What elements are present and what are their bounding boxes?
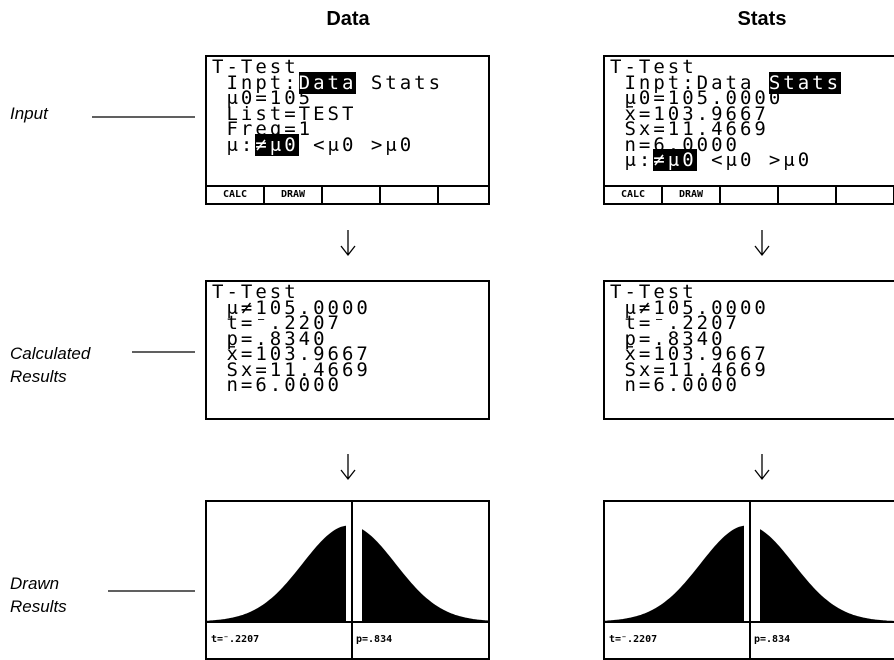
unshaded-region (346, 512, 362, 622)
calculator-screen: t=⁻.2207 p=.834 (603, 500, 894, 660)
menu-tab (439, 187, 490, 203)
screen-text: <μ0 >μ0 (299, 134, 415, 156)
menu-tab (721, 187, 779, 203)
unshaded-region (744, 512, 760, 622)
menu-tab: CALC (605, 187, 663, 203)
graph: t=⁻.2207 p=.834 (207, 502, 490, 660)
calculator-screen: T-Test μ≠105.0000 t=⁻.2207 p=.8340 x̄=10… (205, 280, 490, 420)
screen-text: μ: (212, 134, 255, 156)
menu-tab: DRAW (265, 187, 323, 203)
highlighted-option: ≠μ0 (255, 134, 298, 156)
calculator-screen: T-Test Inpt:Data Stats μ0=105 List=TEST … (205, 55, 490, 205)
screen-line: μ:≠μ0 <μ0 >μ0 (207, 138, 488, 154)
calculator-screen: t=⁻.2207 p=.834 (205, 500, 490, 660)
page: Data Stats Input CalculatedResults Drawn… (0, 0, 894, 652)
menu-tab (323, 187, 381, 203)
graph: t=⁻.2207 p=.834 (605, 502, 894, 660)
highlighted-option: ≠μ0 (653, 149, 696, 171)
t-label: t=⁻.2207 (211, 634, 259, 645)
t-label: t=⁻.2207 (609, 634, 657, 645)
menu-tab (779, 187, 837, 203)
menu-tab: CALC (207, 187, 265, 203)
p-label: p=.834 (754, 634, 790, 645)
screen-text: Stats (356, 72, 443, 94)
calculator-screen: T-Test μ≠105.0000 t=⁻.2207 p=.8340 x̄=10… (603, 280, 894, 420)
menu-tab (837, 187, 894, 203)
screen-text: μ: (610, 149, 653, 171)
screen-text: <μ0 >μ0 (697, 149, 813, 171)
p-label: p=.834 (356, 634, 392, 645)
screen-line: μ:≠μ0 <μ0 >μ0 (605, 153, 894, 169)
calculator-screen: T-Test Inpt:Data Stats μ0=105.0000 x̄=10… (603, 55, 894, 205)
menu-tab: DRAW (663, 187, 721, 203)
menu-tab (381, 187, 439, 203)
